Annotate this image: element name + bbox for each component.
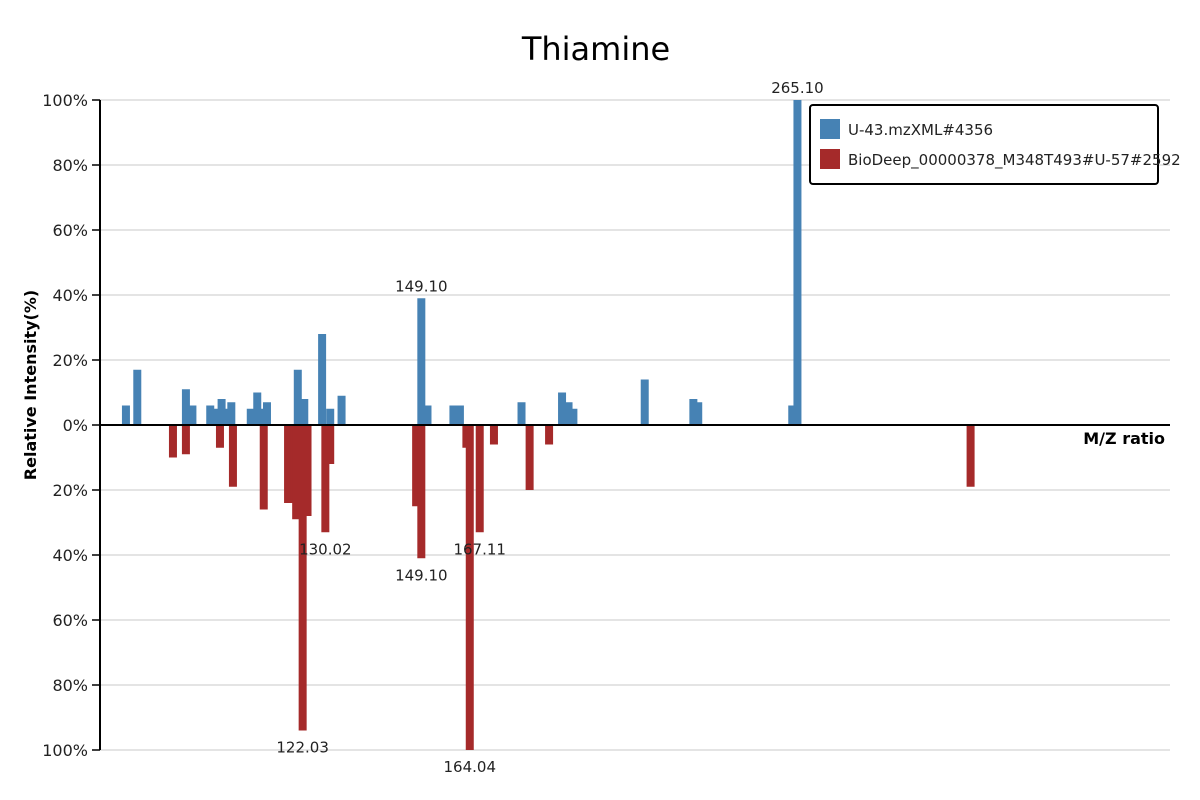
y-tick-label: 60%: [52, 221, 88, 240]
reference-peak-bar: [475, 425, 484, 533]
reference-peak-bar: [326, 425, 335, 464]
peak-labels: 149.10 265.10 122.03 130.02 149.10 164.04 167.…: [276, 79, 823, 776]
reference-peak-bar: [228, 425, 237, 487]
query-peak-bar: [423, 405, 432, 425]
query-peak-bar: [326, 408, 335, 425]
query-peak-bar: [246, 408, 255, 425]
y-tick-label: 60%: [52, 611, 88, 630]
y-tick-label: 0%: [63, 416, 88, 435]
reference-peak-bar: [168, 425, 177, 458]
query-peak-bar: [206, 405, 215, 425]
query-peak-bar: [558, 392, 567, 425]
peak-label: 164.04: [444, 758, 497, 776]
peak-label: 122.03: [276, 739, 329, 757]
reference-peak-bar: [215, 425, 224, 448]
peak-label: 265.10: [771, 79, 824, 97]
query-peak-bar: [133, 369, 142, 425]
query-peak-bar: [188, 405, 197, 425]
query-peak-bar: [222, 408, 231, 425]
query-peak-bar: [455, 405, 464, 425]
reference-peak-bar: [303, 425, 312, 516]
legend-swatch-1: [820, 119, 840, 139]
peak-label: 149.10: [395, 566, 448, 584]
legend-swatch-2: [820, 149, 840, 169]
reference-peak-bar: [298, 425, 307, 731]
y-tick-label: 100%: [42, 91, 88, 110]
query-peak-bar: [258, 408, 267, 425]
y-tick-label: 20%: [52, 481, 88, 500]
reference-peak-bar: [181, 425, 190, 455]
query-peak-bar: [449, 405, 458, 425]
reference-peak-bar: [525, 425, 534, 490]
query-peak-bar: [300, 399, 309, 425]
reference-peak-bar: [412, 425, 421, 507]
reference-peak-bar: [259, 425, 268, 510]
query-peak-bar: [121, 405, 130, 425]
query-peak-bar: [564, 402, 573, 425]
reference-peak-bar: [465, 425, 474, 750]
query-peak-bar: [318, 334, 327, 425]
reference-peak-bar: [321, 425, 330, 533]
legend-label-2: BioDeep_00000378_M348T493#U-57#2592: [848, 151, 1181, 170]
query-peak-bar: [293, 369, 302, 425]
query-peak-bar: [694, 402, 703, 425]
reference-peak-bar: [284, 425, 293, 503]
query-peak-bar: [262, 402, 271, 425]
legend-label-1: U-43.mzXML#4356: [848, 121, 993, 139]
query-peak-bar: [793, 100, 802, 425]
y-tick-label: 80%: [52, 676, 88, 695]
query-peak-bar: [253, 392, 262, 425]
reference-peak-bar: [292, 425, 301, 520]
peak-label: 167.11: [453, 540, 506, 558]
y-axis-ticks: 100% 80% 60% 40% 20% 0% 20% 40% 60% 80% 100%: [42, 91, 100, 760]
reference-peak-bar: [489, 425, 498, 445]
peak-label: 130.02: [299, 540, 352, 558]
y-tick-label: 40%: [52, 546, 88, 565]
query-peak-bar: [212, 408, 221, 425]
gridlines: [100, 99, 1170, 751]
query-peak-bar: [517, 402, 526, 425]
peak-label: 149.10: [395, 277, 448, 295]
reference-peak-bar: [966, 425, 975, 487]
x-axis-label: M/Z ratio: [1083, 429, 1165, 448]
bars: [121, 100, 975, 750]
query-peak-bar: [217, 399, 226, 425]
query-peak-bar: [227, 402, 236, 425]
y-tick-label: 100%: [42, 741, 88, 760]
query-peak-bar: [640, 379, 649, 425]
y-tick-label: 20%: [52, 351, 88, 370]
reference-peak-bar: [417, 425, 426, 559]
reference-peak-bar: [545, 425, 554, 445]
query-peak-bar: [417, 298, 426, 425]
legend-box: [809, 104, 1159, 185]
query-peak-bar: [337, 395, 346, 425]
chart-title: Thiamine: [521, 30, 670, 68]
legend: U-43.mzXML#4356 BioDeep_00000378_M348T49…: [809, 104, 1181, 185]
query-peak-bar: [788, 405, 797, 425]
y-tick-label: 40%: [52, 286, 88, 305]
y-tick-label: 80%: [52, 156, 88, 175]
y-axis-label: Relative Intensity(%): [21, 290, 40, 480]
query-peak-bar: [181, 389, 190, 425]
query-peak-bar: [689, 399, 698, 425]
query-peak-bar: [569, 408, 578, 425]
